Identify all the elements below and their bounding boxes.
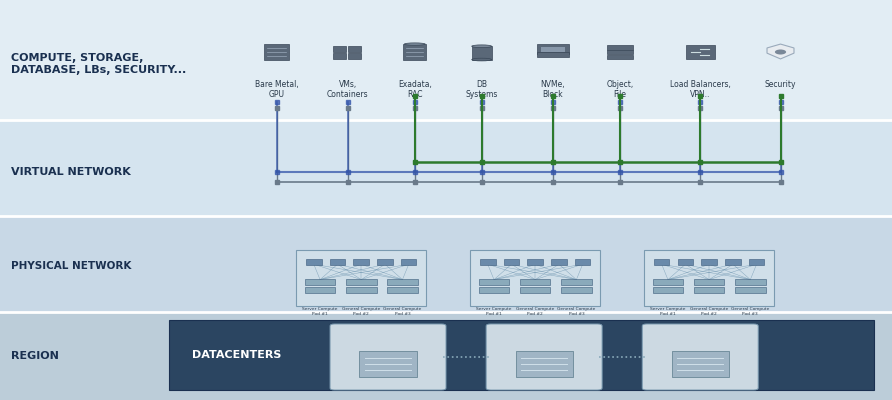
Bar: [0, 120, 892, 216]
FancyBboxPatch shape: [551, 259, 566, 265]
FancyBboxPatch shape: [561, 279, 591, 286]
Ellipse shape: [404, 43, 425, 45]
Text: NVMe,
Block: NVMe, Block: [541, 80, 566, 99]
Text: Availability
Domain 3: Availability Domain 3: [679, 328, 722, 347]
FancyBboxPatch shape: [334, 46, 346, 52]
Bar: [0, 0, 892, 120]
FancyBboxPatch shape: [694, 279, 724, 286]
Text: Load Balancers,
VPN..: Load Balancers, VPN..: [670, 80, 731, 99]
FancyBboxPatch shape: [348, 46, 361, 52]
Text: General Compute
Pod #3: General Compute Pod #3: [731, 307, 770, 316]
FancyBboxPatch shape: [470, 250, 600, 306]
FancyBboxPatch shape: [653, 287, 683, 293]
Text: Exadata,
RAC: Exadata, RAC: [398, 80, 432, 99]
Text: General Compute
Pod #3: General Compute Pod #3: [384, 307, 422, 316]
FancyBboxPatch shape: [672, 351, 729, 377]
FancyBboxPatch shape: [516, 351, 573, 377]
FancyBboxPatch shape: [353, 259, 369, 265]
FancyBboxPatch shape: [561, 287, 591, 293]
FancyBboxPatch shape: [749, 259, 764, 265]
Text: DB
Systems: DB Systems: [466, 80, 498, 99]
FancyBboxPatch shape: [403, 44, 426, 60]
FancyBboxPatch shape: [346, 287, 376, 293]
FancyBboxPatch shape: [607, 55, 633, 59]
Text: Security: Security: [764, 80, 797, 89]
Ellipse shape: [775, 50, 786, 54]
Bar: [472, 46, 491, 60]
Ellipse shape: [472, 45, 491, 48]
FancyBboxPatch shape: [330, 259, 345, 265]
FancyBboxPatch shape: [607, 50, 633, 54]
Text: Object,
File: Object, File: [607, 80, 633, 99]
FancyBboxPatch shape: [330, 324, 446, 390]
FancyBboxPatch shape: [480, 259, 495, 265]
FancyBboxPatch shape: [686, 46, 714, 58]
FancyBboxPatch shape: [735, 287, 765, 293]
Text: Availability
Domain 1: Availability Domain 1: [367, 328, 409, 347]
FancyBboxPatch shape: [574, 259, 591, 265]
FancyBboxPatch shape: [735, 279, 765, 286]
FancyBboxPatch shape: [296, 250, 426, 306]
FancyBboxPatch shape: [694, 287, 724, 293]
FancyBboxPatch shape: [377, 259, 392, 265]
FancyBboxPatch shape: [479, 287, 509, 293]
Ellipse shape: [472, 58, 491, 61]
FancyBboxPatch shape: [348, 53, 361, 58]
FancyBboxPatch shape: [334, 53, 346, 58]
Text: COMPUTE, STORAGE,
DATABASE, LBs, SECURITY...: COMPUTE, STORAGE, DATABASE, LBs, SECURIT…: [11, 53, 186, 75]
Bar: [0, 312, 892, 400]
FancyBboxPatch shape: [479, 279, 509, 286]
Text: Availability
Domain 2: Availability Domain 2: [523, 328, 566, 347]
Bar: [169, 320, 874, 390]
Text: General Compute
Pod #2: General Compute Pod #2: [342, 307, 381, 316]
Text: General Compute
Pod #2: General Compute Pod #2: [690, 307, 729, 316]
FancyBboxPatch shape: [642, 324, 758, 390]
FancyBboxPatch shape: [305, 279, 335, 286]
Polygon shape: [767, 44, 794, 59]
FancyBboxPatch shape: [346, 279, 376, 286]
FancyBboxPatch shape: [725, 259, 740, 265]
FancyBboxPatch shape: [520, 287, 550, 293]
FancyBboxPatch shape: [387, 287, 417, 293]
FancyBboxPatch shape: [644, 250, 774, 306]
FancyBboxPatch shape: [541, 46, 565, 52]
FancyBboxPatch shape: [486, 324, 602, 390]
FancyBboxPatch shape: [359, 351, 417, 377]
Text: Server Compute
Pod #1: Server Compute Pod #1: [476, 307, 512, 316]
FancyBboxPatch shape: [504, 259, 519, 265]
Text: REGION: REGION: [11, 351, 59, 361]
Text: Server Compute
Pod #1: Server Compute Pod #1: [302, 307, 338, 316]
FancyBboxPatch shape: [264, 44, 289, 60]
FancyBboxPatch shape: [401, 259, 417, 265]
FancyBboxPatch shape: [678, 259, 693, 265]
FancyBboxPatch shape: [537, 44, 569, 54]
Text: DATACENTERS: DATACENTERS: [192, 350, 281, 360]
FancyBboxPatch shape: [654, 259, 669, 265]
Text: Bare Metal,
GPU: Bare Metal, GPU: [254, 80, 299, 99]
FancyBboxPatch shape: [305, 287, 335, 293]
FancyBboxPatch shape: [520, 279, 550, 286]
Bar: [0, 216, 892, 312]
Text: VMs,
Containers: VMs, Containers: [327, 80, 368, 99]
Text: VIRTUAL NETWORK: VIRTUAL NETWORK: [11, 167, 130, 177]
FancyBboxPatch shape: [306, 259, 322, 265]
Text: PHYSICAL NETWORK: PHYSICAL NETWORK: [11, 261, 131, 271]
Text: General Compute
Pod #3: General Compute Pod #3: [558, 307, 596, 316]
FancyBboxPatch shape: [701, 259, 717, 265]
FancyBboxPatch shape: [607, 45, 633, 50]
FancyBboxPatch shape: [387, 279, 417, 286]
FancyBboxPatch shape: [537, 52, 569, 57]
Text: General Compute
Pod #2: General Compute Pod #2: [516, 307, 555, 316]
FancyBboxPatch shape: [653, 279, 683, 286]
Text: Server Compute
Pod #1: Server Compute Pod #1: [650, 307, 686, 316]
FancyBboxPatch shape: [527, 259, 543, 265]
